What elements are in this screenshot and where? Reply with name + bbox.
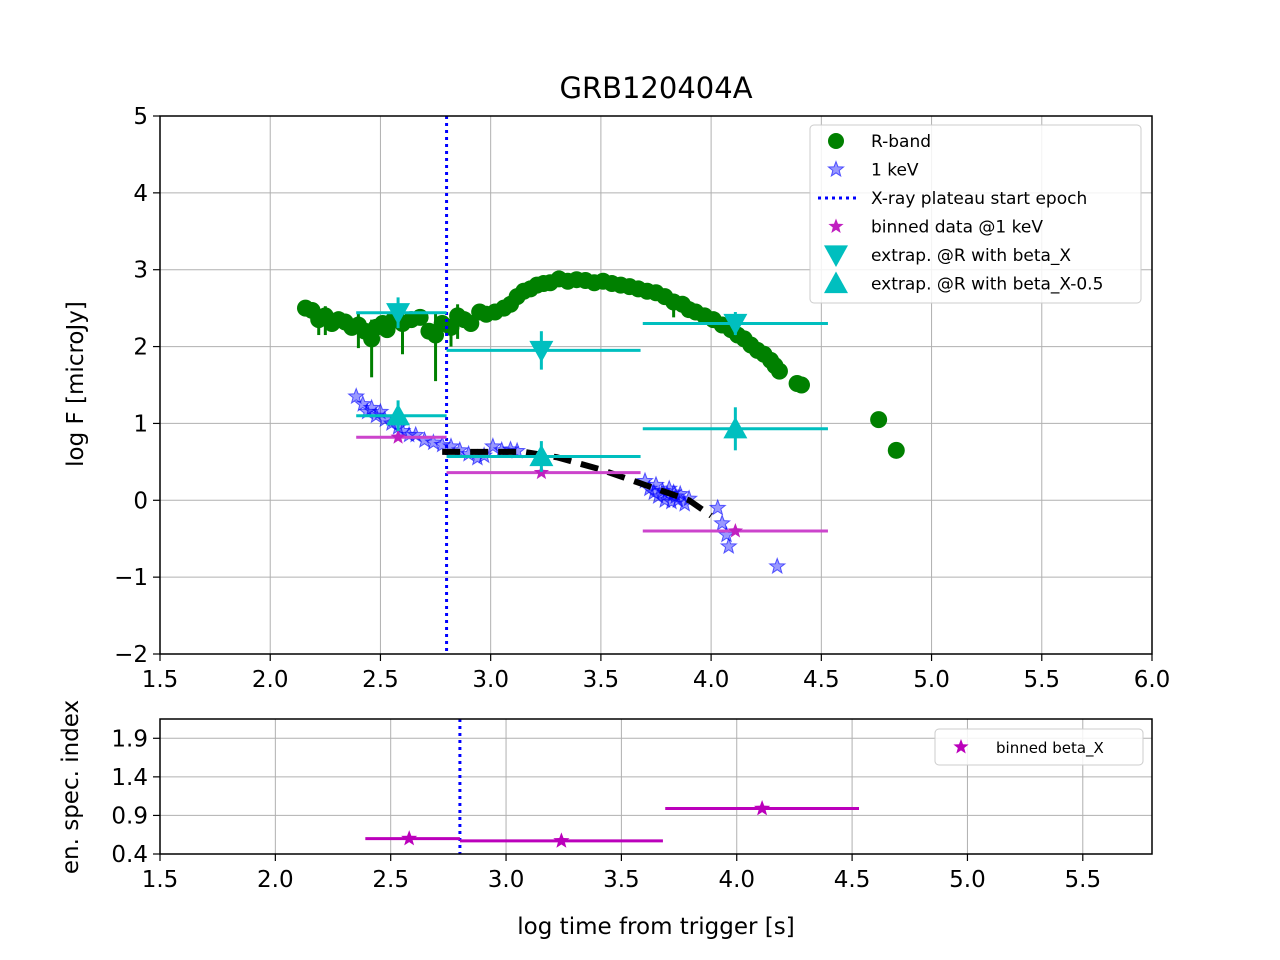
legend-label: R-band (871, 132, 931, 152)
x-tick-label: 2.5 (372, 867, 409, 893)
x-tick-label: 4.0 (718, 867, 755, 893)
y-tick-label: 4 (133, 181, 148, 207)
beta-point (553, 832, 570, 848)
bottom-legend: binned beta_X (934, 728, 1144, 766)
xray-point (508, 441, 527, 459)
legend-beta-marker (953, 739, 969, 754)
xray-point (483, 437, 502, 455)
y-tick-label: −2 (114, 642, 148, 668)
y-tick-label: 0.4 (111, 842, 148, 868)
legend-label: X-ray plateau start epoch (871, 189, 1087, 209)
y-tick-label: −1 (114, 565, 148, 591)
y-tick-label: 1 (133, 411, 148, 437)
rband-point (792, 376, 810, 394)
binned-1kev-point (390, 429, 406, 444)
x-tick-label: 3.0 (472, 667, 509, 693)
spectral-index-axes: 1.5 2.0 2.5 3.0 3.5 4.0 4.5 5.0 5.5 1.9 1.4 0.9 0.4 b… (111, 718, 1153, 893)
x-tick-label: 4.0 (693, 667, 730, 693)
x-tick-label: 1.5 (142, 667, 179, 693)
legend-label: extrap. @R with beta_X (871, 246, 1071, 266)
legend-box (809, 124, 1142, 304)
y-tick-label: 3 (133, 258, 148, 284)
top-y-axis-label: log F [microJy] (63, 301, 89, 467)
xray-point (353, 394, 372, 412)
extrap-beta-x-minus-point (723, 416, 748, 439)
legend-label: binned data @1 keV (871, 218, 1043, 238)
xray-point (671, 484, 690, 502)
rband-point (462, 315, 480, 333)
x-tick-label: 2.0 (252, 667, 289, 693)
legend-rband-marker (828, 133, 844, 149)
xray-point (708, 498, 727, 516)
extrap-beta-x-point (723, 313, 748, 336)
xray-point (768, 556, 787, 575)
top-legend: R-band 1 keV X-ray plateau start epoch binn… (809, 124, 1142, 304)
xray-point (433, 435, 452, 453)
legend-extrap-down-marker (824, 245, 848, 267)
binned-1kev-point (533, 464, 549, 480)
xray-point (719, 536, 738, 555)
legend-label: 1 keV (871, 161, 919, 181)
y-tick-label: 2 (133, 335, 148, 361)
beta-point (401, 830, 418, 846)
legend-binned-marker (828, 218, 844, 233)
x-tick-label: 5.5 (1023, 667, 1060, 693)
xray-point (362, 398, 381, 416)
x-tick-label: 5.5 (1065, 867, 1102, 893)
bottom-plot-frame (159, 718, 1153, 855)
x-tick-label: 5.0 (913, 667, 950, 693)
x-tick-label: 4.5 (834, 867, 871, 893)
xray-point (713, 513, 732, 531)
light-curve-axes: 1.5 2.0 2.5 3.0 3.5 4.0 4.5 5.0 5.5 6.0 5 4 3 2 1 0 −1 −2… (114, 104, 1170, 693)
x-tick-label: 3.0 (488, 867, 525, 893)
chart-title: GRB120404A (559, 71, 752, 105)
y-tick-label: 0 (133, 488, 148, 514)
binned-1kev-point (727, 523, 743, 538)
x-axis-label: log time from trigger [s] (517, 914, 794, 940)
x-tick-label: 5.0 (949, 867, 986, 893)
x-tick-label: 2.0 (257, 867, 294, 893)
legend-xray-marker (827, 160, 845, 178)
top-plot-frame (159, 115, 1153, 655)
legend-label: binned beta_X (996, 739, 1104, 758)
legend-box (934, 728, 1144, 766)
y-tick-label: 0.9 (111, 803, 148, 829)
extrap-beta-x-minus-point (529, 444, 554, 467)
extrap-beta-x-point (529, 340, 554, 363)
legend-extrap-up-marker (824, 271, 848, 294)
rband-point (887, 441, 905, 459)
x-tick-label: 3.5 (583, 667, 620, 693)
y-tick-label: 1.4 (111, 765, 148, 791)
x-tick-label: 1.5 (142, 867, 179, 893)
rband-point (870, 411, 888, 429)
extrap-beta-x-point (386, 303, 411, 325)
xray-point (424, 433, 443, 451)
extrap-beta-x-minus-point (386, 403, 411, 426)
y-tick-label: 1.9 (111, 726, 148, 752)
x-tick-label: 2.5 (362, 667, 399, 693)
x-tick-label: 3.5 (603, 867, 640, 893)
rband-point (770, 362, 788, 380)
beta-point (754, 800, 771, 816)
xray-point (347, 387, 366, 405)
bottom-y-axis-label: en. spec. index (58, 700, 84, 874)
x-tick-label: 6.0 (1134, 667, 1171, 693)
legend-label: extrap. @R with beta_X-0.5 (871, 275, 1103, 295)
x-tick-label: 4.5 (803, 667, 840, 693)
y-tick-label: 5 (133, 104, 148, 130)
